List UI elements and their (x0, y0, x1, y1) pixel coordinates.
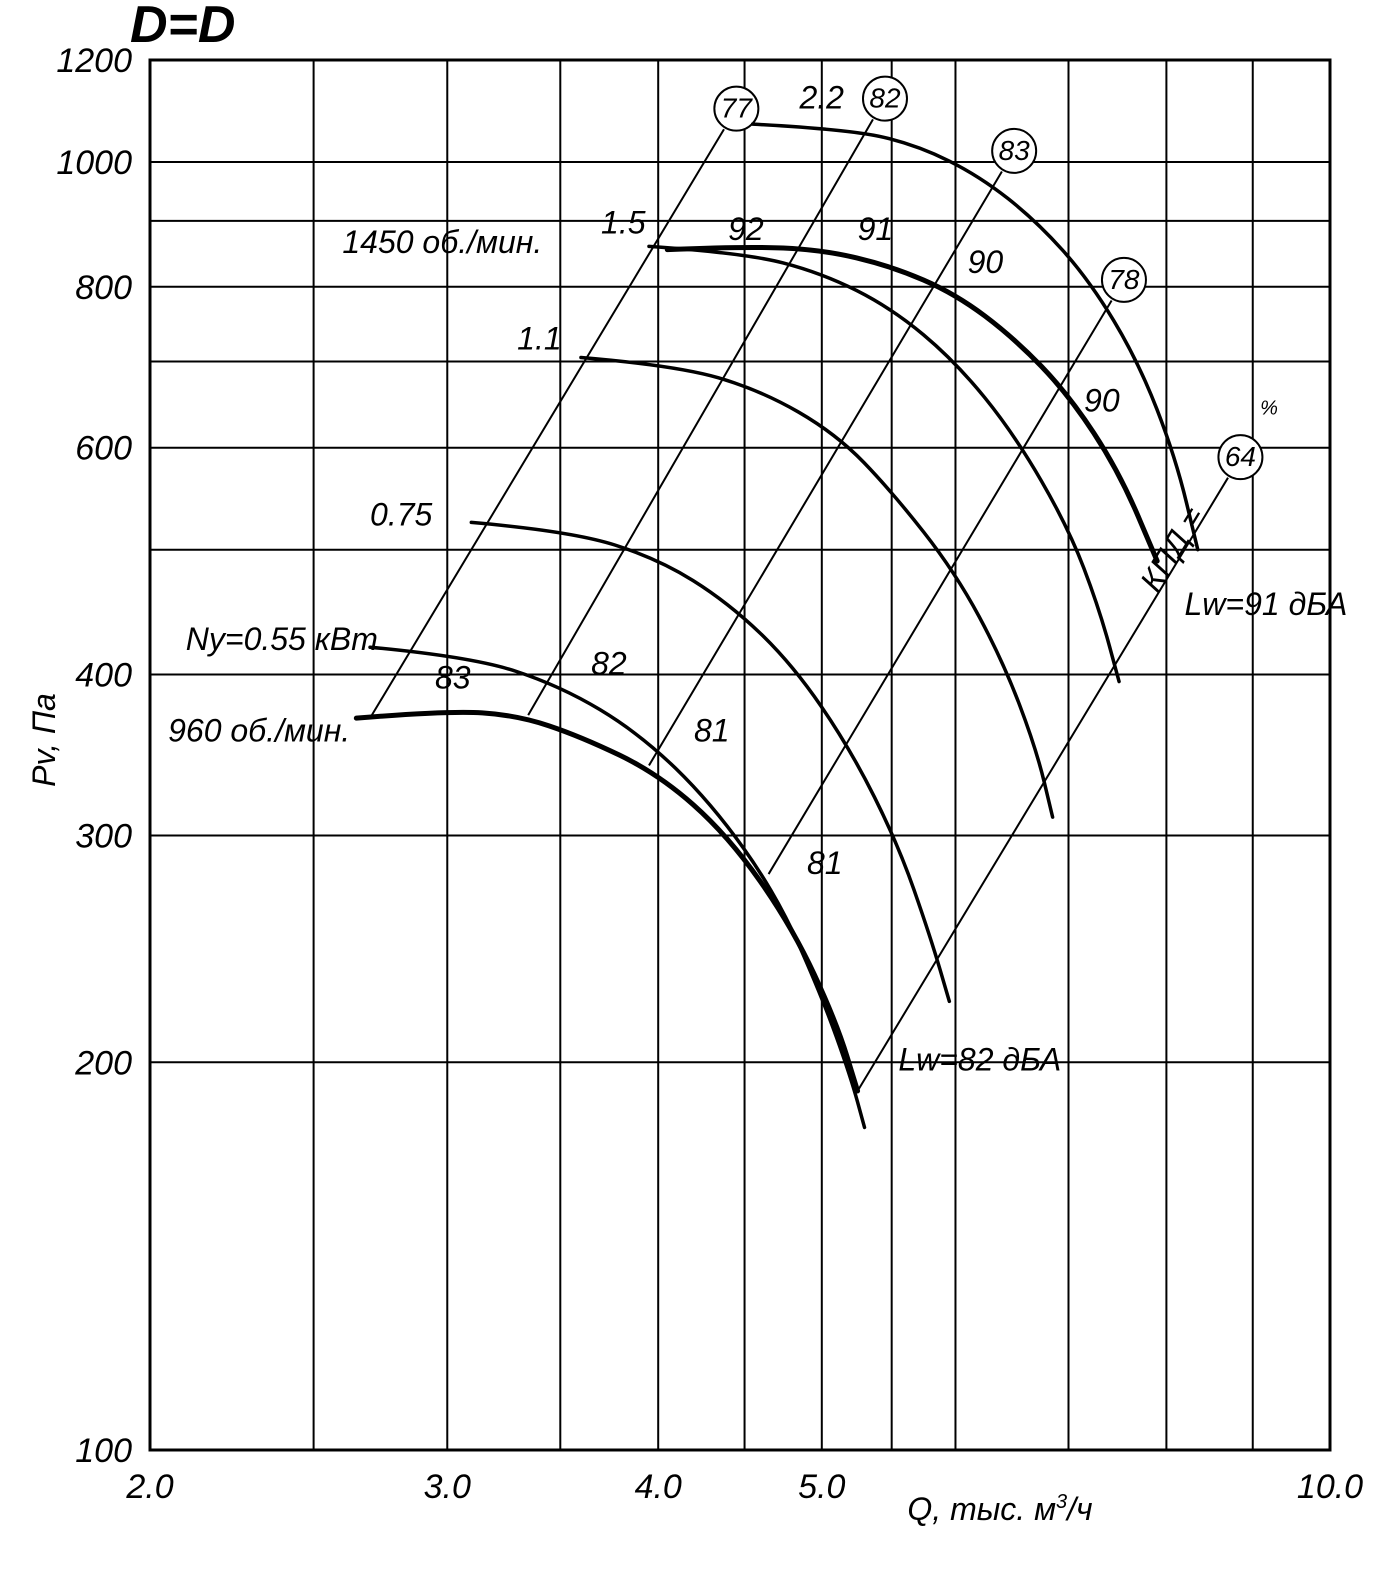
power-curve-label: 2.2 (798, 80, 844, 116)
y-axis-label: Pv, Па (26, 693, 62, 787)
y-tick-label: 200 (74, 1044, 132, 1082)
power-curve-label: Ny=0.55 кВт (186, 621, 378, 657)
noise-label: 92 (728, 211, 764, 247)
noise-label: 90 (1084, 383, 1120, 419)
chart-title: D=D (130, 0, 235, 54)
power-curve-label: 0.75 (370, 497, 432, 533)
efficiency-value: 82 (869, 83, 901, 114)
efficiency-value: 83 (999, 135, 1031, 166)
y-tick-label: 300 (75, 817, 132, 855)
y-tick-label: 1200 (56, 42, 132, 80)
noise-label: 83 (435, 660, 471, 696)
efficiency-value: 78 (1108, 264, 1140, 295)
noise-label: Lw=91 дБА (1185, 586, 1348, 622)
y-tick-label: 400 (75, 657, 132, 695)
rpm-curve-label: 960 об./мин. (168, 712, 350, 748)
power-curve-label: 1.1 (517, 321, 561, 357)
noise-label: 81 (694, 712, 730, 748)
x-tick-label: 5.0 (798, 1468, 845, 1506)
chart-bg (0, 0, 1379, 1572)
efficiency-value: 77 (721, 93, 754, 124)
y-tick-label: 100 (75, 1432, 132, 1470)
y-tick-label: 600 (75, 430, 132, 468)
kpd-percent: % (1260, 398, 1278, 420)
rpm-curve-label: 1450 об./мин. (342, 224, 542, 260)
noise-label: 81 (807, 845, 843, 881)
y-tick-label: 800 (75, 269, 132, 307)
power-curve-label: 1.5 (601, 204, 646, 240)
x-tick-label: 4.0 (635, 1468, 682, 1506)
noise-label: 90 (968, 244, 1004, 280)
x-tick-label: 3.0 (424, 1468, 471, 1506)
x-tick-label: 10.0 (1297, 1468, 1363, 1506)
efficiency-value: 64 (1225, 441, 1256, 472)
noise-label: 82 (591, 646, 627, 682)
y-tick-label: 1000 (56, 144, 132, 182)
x-tick-label: 2.0 (125, 1468, 173, 1506)
noise-label: 91 (858, 211, 894, 247)
fan-performance-chart: 2.0 3.0 4.0 5.0 10.0 100 200 300 400 600 800 1000 12… (0, 0, 1379, 1572)
noise-label: Lw=82 дБА (898, 1042, 1061, 1078)
